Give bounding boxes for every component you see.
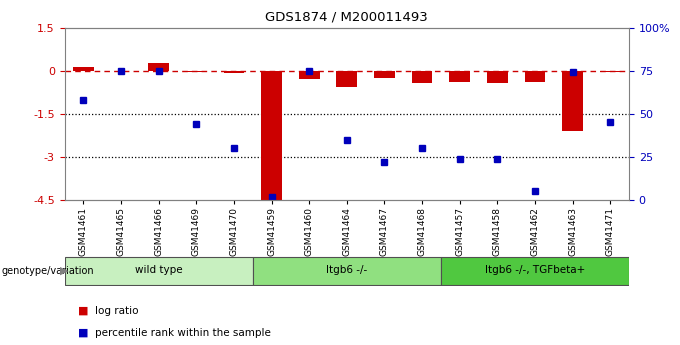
Bar bbox=[73, 67, 94, 71]
Bar bbox=[261, 71, 282, 200]
Text: log ratio: log ratio bbox=[95, 306, 139, 315]
Bar bbox=[224, 71, 244, 73]
Title: GDS1874 / M200011493: GDS1874 / M200011493 bbox=[265, 11, 428, 24]
Text: ■: ■ bbox=[78, 306, 88, 315]
Text: ltgb6 -/-: ltgb6 -/- bbox=[326, 265, 367, 275]
Text: ▶: ▶ bbox=[60, 266, 68, 276]
Bar bbox=[487, 71, 508, 83]
Text: wild type: wild type bbox=[135, 265, 182, 275]
Bar bbox=[374, 71, 395, 78]
Bar bbox=[299, 71, 320, 79]
Bar bbox=[186, 71, 207, 72]
FancyBboxPatch shape bbox=[253, 257, 441, 285]
Bar bbox=[524, 71, 545, 82]
Bar bbox=[337, 71, 357, 87]
Text: ltgb6 -/-, TGFbeta+: ltgb6 -/-, TGFbeta+ bbox=[485, 265, 585, 275]
Bar bbox=[600, 71, 621, 72]
Bar bbox=[148, 63, 169, 71]
Text: ■: ■ bbox=[78, 328, 88, 338]
Bar bbox=[411, 71, 432, 83]
FancyBboxPatch shape bbox=[65, 257, 253, 285]
Text: genotype/variation: genotype/variation bbox=[1, 266, 94, 276]
Text: percentile rank within the sample: percentile rank within the sample bbox=[95, 328, 271, 338]
Bar bbox=[562, 71, 583, 131]
FancyBboxPatch shape bbox=[441, 257, 629, 285]
Bar bbox=[449, 71, 470, 82]
